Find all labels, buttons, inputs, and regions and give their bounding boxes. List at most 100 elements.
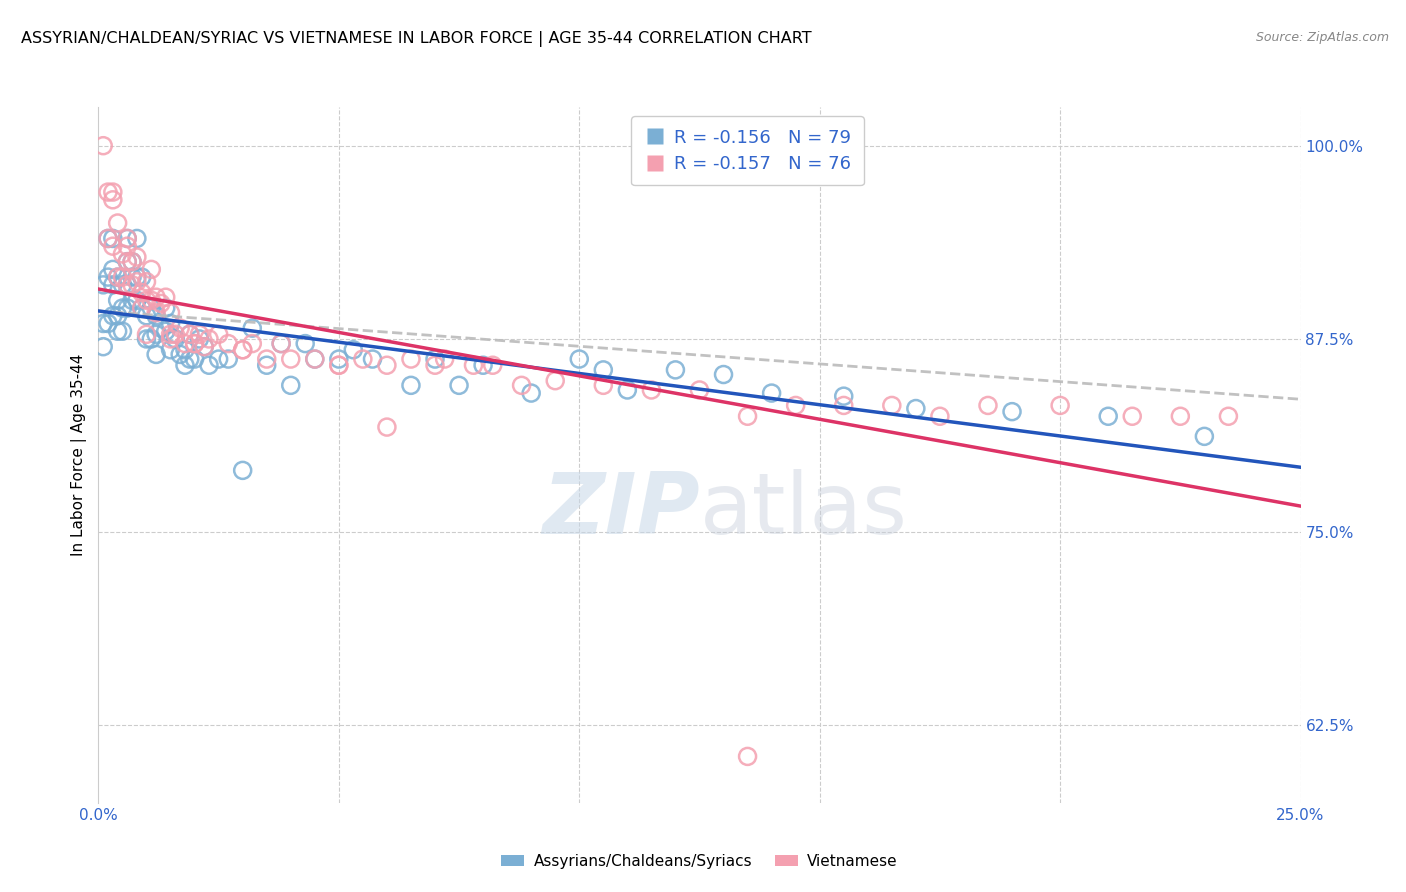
Point [101, 239, 124, 253]
Point [107, 216, 129, 230]
Point [240, 336, 263, 351]
Point [713, 368, 735, 382]
Point [91, 277, 114, 292]
Point [1194, 429, 1216, 443]
Point [117, 254, 139, 268]
Point [664, 363, 686, 377]
Point [447, 378, 470, 392]
Point [97, 270, 120, 285]
Point [155, 324, 177, 338]
Point [1097, 409, 1119, 424]
Point [188, 332, 211, 346]
Point [117, 277, 139, 292]
Point [280, 378, 302, 392]
Point [145, 309, 167, 323]
Point [125, 270, 148, 285]
Point [91, 340, 114, 354]
Point [169, 321, 191, 335]
Point [159, 343, 181, 357]
Point [544, 374, 567, 388]
Point [125, 231, 148, 245]
Point [183, 336, 205, 351]
Point [592, 363, 614, 377]
Point [131, 301, 153, 315]
Point [155, 301, 177, 315]
Point [101, 262, 124, 277]
Point [111, 270, 134, 285]
Point [232, 343, 254, 357]
Point [1049, 399, 1071, 413]
Point [117, 239, 139, 253]
Point [832, 389, 855, 403]
Point [328, 358, 350, 372]
Point [117, 231, 139, 245]
Point [165, 327, 187, 342]
Point [304, 352, 326, 367]
Point [145, 290, 167, 304]
Point [91, 138, 114, 153]
Point [761, 386, 783, 401]
Point [117, 277, 139, 292]
Point [375, 420, 398, 434]
Point [240, 321, 263, 335]
Point [145, 306, 167, 320]
Point [117, 254, 139, 268]
Point [121, 270, 143, 285]
Point [135, 327, 157, 342]
Point [159, 317, 181, 331]
Point [101, 193, 124, 207]
Point [689, 383, 711, 397]
Point [399, 378, 422, 392]
Point [208, 352, 231, 367]
Y-axis label: In Labor Force | Age 35-44: In Labor Force | Age 35-44 [72, 354, 87, 556]
Point [832, 399, 855, 413]
Point [149, 321, 172, 335]
Point [149, 296, 172, 310]
Point [159, 306, 181, 320]
Point [232, 343, 254, 357]
Point [107, 270, 129, 285]
Point [1218, 409, 1240, 424]
Point [737, 749, 759, 764]
Point [135, 275, 157, 289]
Text: Source: ZipAtlas.com: Source: ZipAtlas.com [1256, 31, 1389, 45]
Point [179, 327, 201, 342]
Point [520, 386, 543, 401]
Point [135, 293, 157, 308]
Point [135, 309, 157, 323]
Point [125, 250, 148, 264]
Point [904, 401, 927, 416]
Point [1121, 409, 1143, 424]
Point [193, 340, 215, 354]
Point [198, 358, 221, 372]
Point [1001, 404, 1024, 418]
Point [616, 383, 638, 397]
Point [121, 254, 143, 268]
Point [217, 336, 239, 351]
Point [141, 262, 163, 277]
Point [107, 293, 129, 308]
Point [463, 358, 485, 372]
Point [270, 336, 292, 351]
Point [101, 277, 124, 292]
Point [183, 352, 205, 367]
Point [91, 317, 114, 331]
Point [131, 301, 153, 315]
Point [101, 185, 124, 199]
Point [179, 352, 201, 367]
Point [135, 332, 157, 346]
Point [97, 231, 120, 245]
Point [433, 352, 456, 367]
Text: ASSYRIAN/CHALDEAN/SYRIAC VS VIETNAMESE IN LABOR FORCE | AGE 35-44 CORRELATION CH: ASSYRIAN/CHALDEAN/SYRIAC VS VIETNAMESE I… [21, 31, 811, 47]
Point [737, 409, 759, 424]
Point [174, 358, 197, 372]
Point [117, 301, 139, 315]
Point [111, 277, 134, 292]
Point [510, 378, 533, 392]
Point [125, 275, 148, 289]
Point [208, 327, 231, 342]
Point [928, 409, 950, 424]
Point [256, 358, 278, 372]
Point [101, 231, 124, 245]
Text: atlas: atlas [700, 469, 907, 552]
